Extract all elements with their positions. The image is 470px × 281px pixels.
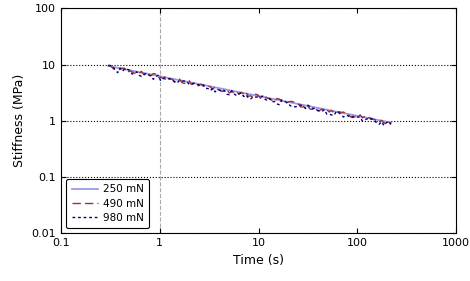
980 mN xyxy=(262,98,268,101)
490 mN xyxy=(379,119,384,122)
490 mN xyxy=(181,82,187,85)
X-axis label: Time (s): Time (s) xyxy=(233,254,284,267)
Legend: 250 mN, 490 mN, 980 mN: 250 mN, 490 mN, 980 mN xyxy=(66,179,149,228)
980 mN xyxy=(105,64,111,67)
490 mN xyxy=(388,123,394,126)
Y-axis label: Stiffness (MPa): Stiffness (MPa) xyxy=(13,74,26,167)
Line: 980 mN: 980 mN xyxy=(108,65,391,126)
490 mN xyxy=(165,79,171,82)
250 mN xyxy=(388,121,394,124)
Line: 250 mN: 250 mN xyxy=(108,66,391,123)
250 mN xyxy=(379,119,384,123)
250 mN xyxy=(300,103,306,107)
490 mN xyxy=(300,105,306,109)
980 mN xyxy=(388,122,394,126)
980 mN xyxy=(181,80,187,83)
980 mN xyxy=(381,124,387,127)
250 mN xyxy=(165,76,171,80)
250 mN xyxy=(105,64,111,67)
980 mN xyxy=(379,120,384,123)
490 mN xyxy=(329,109,334,112)
980 mN xyxy=(329,113,334,117)
490 mN xyxy=(262,95,268,98)
250 mN xyxy=(181,80,187,83)
250 mN xyxy=(329,109,334,112)
Line: 490 mN: 490 mN xyxy=(108,65,391,124)
250 mN xyxy=(262,96,268,99)
980 mN xyxy=(165,77,171,80)
490 mN xyxy=(105,64,111,67)
980 mN xyxy=(300,104,306,108)
